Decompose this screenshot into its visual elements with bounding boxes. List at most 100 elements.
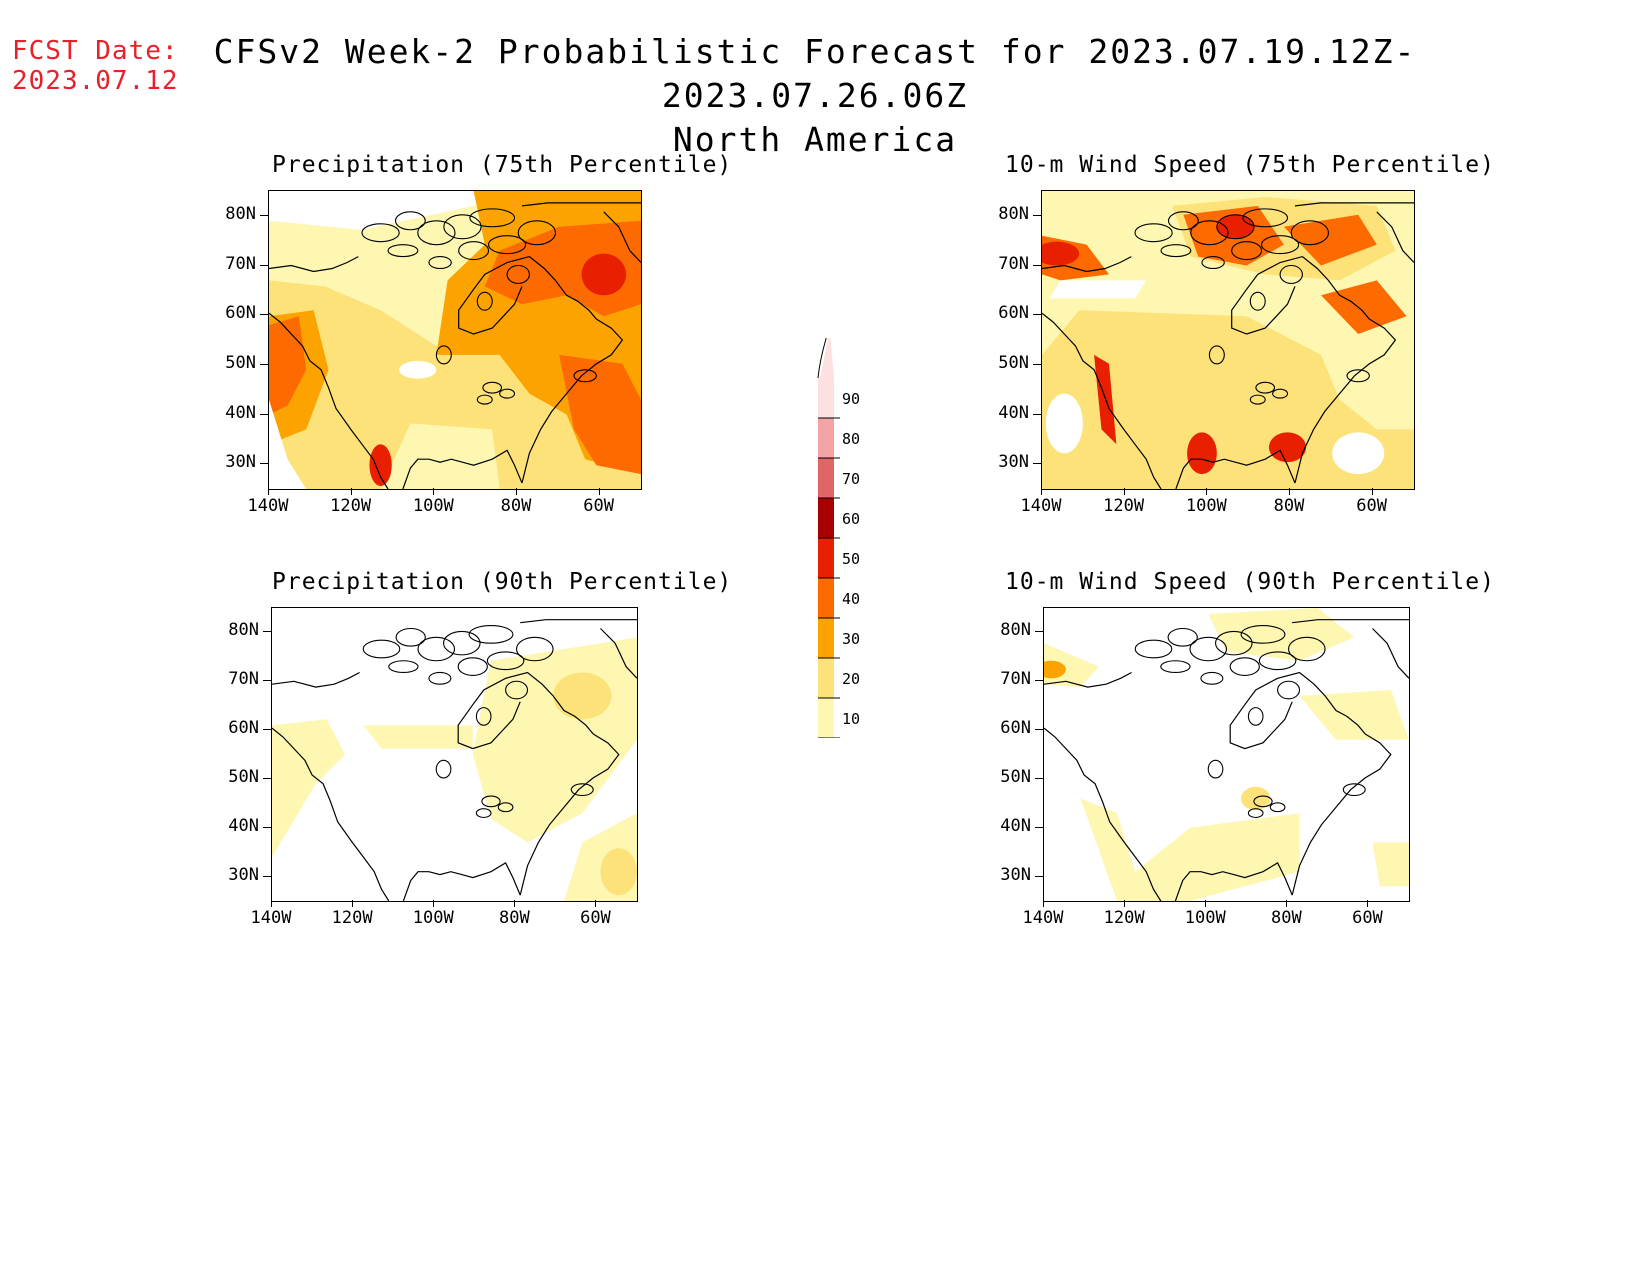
title-line-2: North America xyxy=(672,120,958,159)
coastline xyxy=(1372,628,1409,679)
colorbar-swatch xyxy=(818,378,834,418)
lon-tick-label: 140W xyxy=(247,496,289,516)
lat-tick-label: 80N xyxy=(228,620,259,641)
coastline-island xyxy=(1255,381,1276,394)
lon-tick xyxy=(1041,488,1042,495)
coastline-island xyxy=(1160,244,1192,258)
coastline xyxy=(1229,671,1366,750)
lat-tick xyxy=(263,680,271,682)
coastline-island xyxy=(1215,630,1253,656)
lat-tick-label: 30N xyxy=(225,452,256,473)
coastline-island xyxy=(505,680,529,700)
coastline-island xyxy=(1208,345,1225,365)
colorbar-swatch xyxy=(818,578,834,618)
figure-title: CFSv2 Week-2 Probabilistic Forecast for … xyxy=(150,30,1480,162)
coastline-island xyxy=(1277,680,1301,700)
lon-tick-label: 100W xyxy=(1184,908,1226,928)
coastline-island xyxy=(497,802,514,813)
coastline-island xyxy=(475,808,492,819)
colorbar: 90 80 70 60 50 40 30 20 10 xyxy=(812,331,872,775)
colorbar-label: 10 xyxy=(842,710,861,728)
coastline-island xyxy=(573,369,597,383)
coastline-island xyxy=(515,636,554,662)
coastline-island xyxy=(1287,636,1326,662)
shading-region xyxy=(363,725,473,749)
shading-region xyxy=(1045,393,1083,454)
coastline xyxy=(603,211,641,263)
coastline-island xyxy=(435,345,452,365)
lon-tick-label: 60W xyxy=(580,908,611,928)
shading-region xyxy=(269,280,641,489)
shading-region xyxy=(1042,241,1080,266)
coastline xyxy=(600,628,637,679)
colorbar-label: 40 xyxy=(842,590,861,608)
shading-region xyxy=(269,399,307,489)
lon-tick xyxy=(1206,488,1208,495)
lon-tick-label: 100W xyxy=(412,908,454,928)
title-line-1: CFSv2 Week-2 Probabilistic Forecast for … xyxy=(213,32,1417,115)
coastline-island xyxy=(417,220,456,246)
panel-title: 10-m Wind Speed (75th Percentile) xyxy=(1005,152,1495,178)
coastline xyxy=(1294,202,1414,207)
lon-tick-label: 100W xyxy=(1185,496,1227,516)
coastline-island xyxy=(476,291,493,311)
coastline-island xyxy=(387,244,419,258)
coastline-island xyxy=(570,783,594,797)
coastline-island xyxy=(1160,660,1191,674)
coastline-island xyxy=(517,220,556,246)
shading-region xyxy=(1283,214,1377,266)
shading-region xyxy=(553,672,612,720)
lat-tick xyxy=(1033,463,1041,465)
coastline xyxy=(1376,211,1414,263)
lat-tick xyxy=(1033,214,1041,216)
lat-tick xyxy=(260,363,268,365)
lat-tick xyxy=(260,413,268,415)
coastline xyxy=(402,449,523,489)
coastline-island xyxy=(1190,220,1229,246)
coastline-island xyxy=(394,211,426,231)
lon-tick-label: 120W xyxy=(1103,908,1145,928)
colorbar-swatch xyxy=(818,698,834,738)
lat-tick-label: 40N xyxy=(225,402,256,423)
lat-tick-label: 50N xyxy=(228,766,259,787)
coastline xyxy=(1292,619,1409,624)
lat-tick xyxy=(1035,680,1043,682)
coastline-island xyxy=(1247,707,1264,726)
coastline xyxy=(1291,733,1392,896)
coastline xyxy=(521,318,624,484)
colorbar-label: 60 xyxy=(842,510,861,528)
lat-tick-label: 70N xyxy=(998,253,1029,274)
shading-region xyxy=(369,444,392,487)
coastline-island xyxy=(388,660,419,674)
lat-tick-label: 30N xyxy=(998,452,1029,473)
lat-tick xyxy=(1033,363,1041,365)
lat-tick-label: 80N xyxy=(225,203,256,224)
coastline xyxy=(1294,318,1397,484)
coastline-island xyxy=(457,657,488,676)
lon-tick xyxy=(1205,900,1207,907)
lat-tick-label: 40N xyxy=(1000,815,1031,836)
shading-region xyxy=(399,360,437,379)
colorbar-swatch xyxy=(818,498,834,538)
lon-tick-label: 80W xyxy=(498,908,530,928)
lat-tick-label: 30N xyxy=(228,864,259,885)
lat-tick xyxy=(260,264,268,266)
lat-tick-label: 80N xyxy=(998,203,1029,224)
shading-region xyxy=(600,848,637,896)
coastline-island xyxy=(1216,214,1255,240)
lat-tick-label: 40N xyxy=(228,815,259,836)
lat-tick xyxy=(1035,777,1043,779)
colorbar-swatch xyxy=(818,658,834,698)
lon-tick xyxy=(1124,900,1126,907)
lat-tick-label: 80N xyxy=(1000,620,1031,641)
lon-tick xyxy=(271,900,272,907)
lat-tick-label: 70N xyxy=(228,669,259,690)
coastline xyxy=(1042,312,1162,489)
map-frame xyxy=(268,190,642,490)
panel-title: Precipitation (75th Percentile) xyxy=(272,152,733,178)
coastline-island xyxy=(486,651,525,671)
lon-tick xyxy=(350,488,352,495)
lat-tick xyxy=(263,777,271,779)
lat-tick-label: 40N xyxy=(998,402,1029,423)
coastline-island xyxy=(443,630,481,656)
